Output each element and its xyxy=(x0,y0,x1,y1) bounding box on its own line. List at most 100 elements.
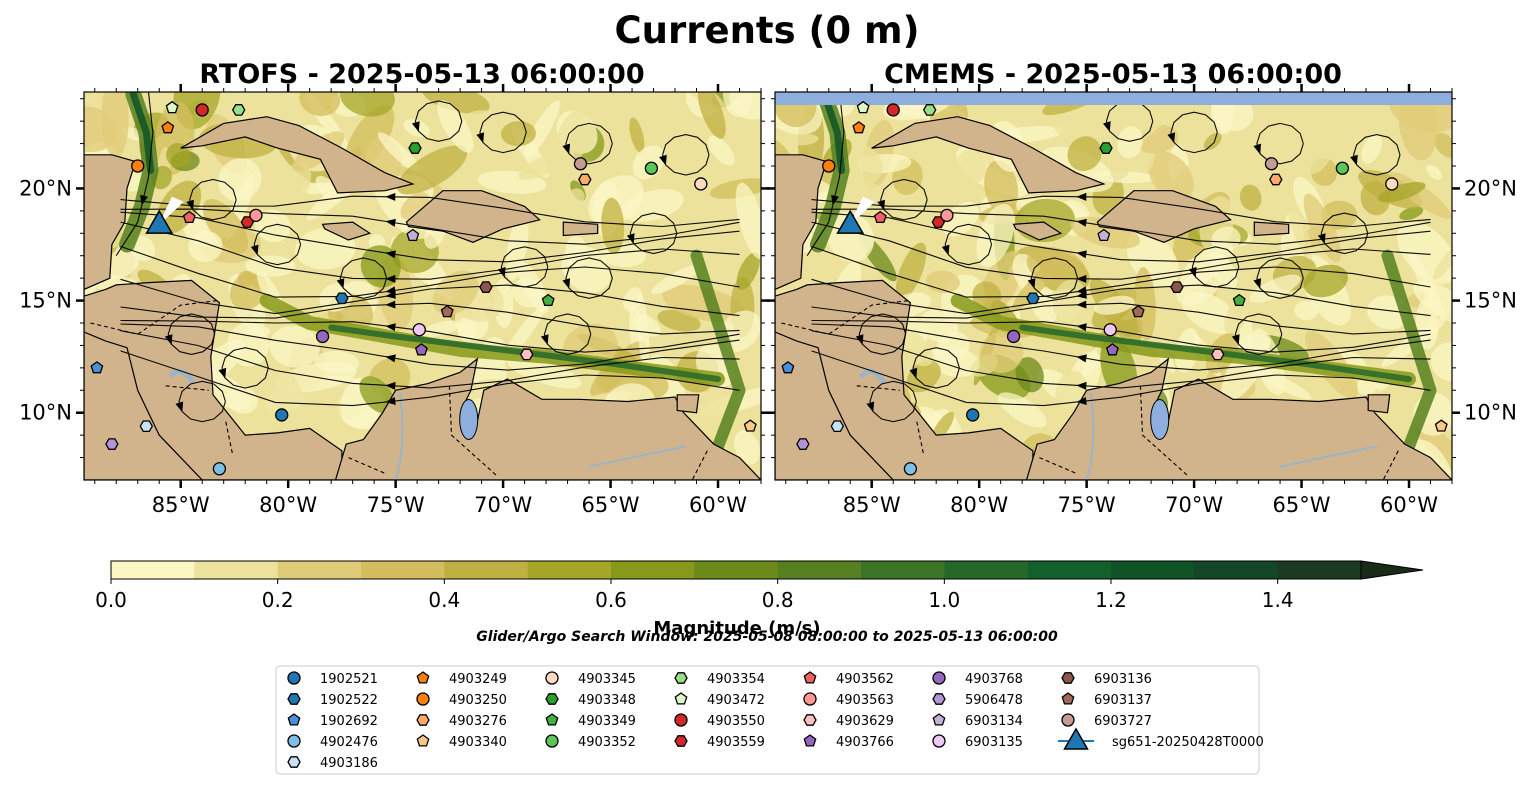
lon-tick-label: 60°W xyxy=(689,493,747,517)
streamline-arrow xyxy=(1076,323,1087,332)
legend-label: 4903186 xyxy=(320,756,378,771)
legend-item: 5906478 xyxy=(932,693,1023,708)
marker-4903349 xyxy=(541,293,555,307)
magnitude-patch xyxy=(501,121,536,147)
marker-4903276 xyxy=(578,173,592,186)
legend-item: 4903276 xyxy=(416,714,507,729)
magnitude-patch xyxy=(922,176,946,195)
colorbar-tick-label: 1.0 xyxy=(928,588,960,612)
legend-item: 1902692 xyxy=(287,713,378,729)
magnitude-patch xyxy=(188,230,223,263)
border-colombia-venezuela xyxy=(448,385,497,476)
legend-marker xyxy=(932,713,946,726)
colorbar-segment xyxy=(1277,561,1362,579)
lat-tick-label: 15°N xyxy=(1464,289,1517,313)
streamline-eddy xyxy=(479,111,527,154)
streamline-eddy xyxy=(629,212,678,255)
streamline-arrow xyxy=(140,194,148,206)
magnitude-patch xyxy=(1361,133,1383,164)
legend-item: 4903562 xyxy=(803,671,894,687)
magnitude-patch xyxy=(956,149,987,183)
legend-marker xyxy=(932,693,946,705)
colorbar-segment xyxy=(1027,561,1112,579)
legend-marker xyxy=(287,734,301,748)
legend-label: 4902476 xyxy=(320,735,378,750)
legend-marker xyxy=(932,734,946,748)
legend-label: 4903349 xyxy=(578,714,636,729)
legend-label: 6903135 xyxy=(965,735,1023,750)
magnitude-patch xyxy=(736,252,760,291)
map-panel-rtofs[interactable]: 85°W 80°W 75°W 70°W 65°W 60°W 10°N 15°N 20°N xyxy=(19,53,778,517)
magnitude-patch xyxy=(568,188,585,205)
yucatan-current-core xyxy=(129,92,155,174)
streamline xyxy=(811,302,1431,335)
legend-item: 4903472 xyxy=(674,692,765,708)
lon-tick-label: 60°W xyxy=(1380,493,1438,517)
marker-6903137 xyxy=(1131,304,1145,318)
legend-item: 4903768 xyxy=(932,671,1023,687)
streamline xyxy=(811,278,1431,317)
border-venezuela-guyana xyxy=(1382,450,1399,480)
marker-1902521 xyxy=(966,408,980,422)
streamline-eddy xyxy=(1320,212,1369,255)
magnitude-patch xyxy=(299,92,341,117)
magnitude-patch xyxy=(1251,366,1312,400)
magnitude-patch xyxy=(420,320,462,337)
streamline xyxy=(120,245,740,298)
marker-4903250 xyxy=(822,159,836,173)
streamline-arrow xyxy=(385,274,396,283)
legend-label: sg651-20250428T0000 xyxy=(1112,735,1264,750)
streamline-eddy xyxy=(1353,134,1401,176)
colorbar-tick-label: 0.2 xyxy=(262,588,294,612)
lon-tick-label: 75°W xyxy=(367,493,425,517)
magnitude-patch xyxy=(506,356,582,389)
magnitude-patch xyxy=(432,270,479,316)
marker-5906478 xyxy=(796,438,810,450)
eastern-jet xyxy=(1381,249,1437,453)
streamline-arrow xyxy=(1167,132,1176,144)
magnitude-patch xyxy=(955,381,991,412)
caribbean-current-core xyxy=(328,324,721,383)
streamline xyxy=(120,221,740,280)
land-puerto-rico xyxy=(562,221,599,237)
streamline-arrow xyxy=(909,367,918,379)
magnitude-patch xyxy=(601,197,625,254)
magnitude-patch xyxy=(295,227,356,270)
magnitude-patch xyxy=(269,325,320,368)
colorbar-segment xyxy=(777,561,862,579)
glider-track xyxy=(849,196,875,225)
marker-4903354 xyxy=(922,104,937,116)
marker-1902692 xyxy=(781,361,795,374)
magnitude-patch xyxy=(1433,245,1452,280)
legend: 1902521 1902522 1902692 4902476 4903186 49032… xyxy=(275,665,1264,775)
legend-label: 6903134 xyxy=(965,714,1023,729)
legend-label: 4903559 xyxy=(707,735,765,750)
magnitude-patch xyxy=(895,242,927,300)
legend-label: 4903354 xyxy=(707,672,765,687)
marker-6903727 xyxy=(1264,157,1279,171)
colorbar-tick-label: 0.6 xyxy=(595,588,627,612)
magnitude-patch xyxy=(1399,206,1424,221)
streamline xyxy=(811,208,1431,245)
colorbar-segment xyxy=(361,561,445,579)
magnitude-patch xyxy=(1294,301,1318,321)
magnitude-patch xyxy=(1052,279,1087,324)
magnitude-patch xyxy=(518,149,574,180)
marker-4903345 xyxy=(1385,177,1399,191)
magnitude-patch xyxy=(1404,154,1420,178)
river-magdalena xyxy=(394,392,404,480)
magnitude-patch xyxy=(217,157,262,202)
legend-label: 1902692 xyxy=(320,714,378,729)
lon-tick-label: 70°W xyxy=(1165,493,1223,517)
streamline-arrow xyxy=(164,334,173,346)
colorbar: 0.0 0.2 0.4 0.6 0.8 1.0 1.2 1.4 xyxy=(95,560,1424,612)
legend-marker xyxy=(287,756,301,768)
streamline xyxy=(811,319,1431,353)
legend-label: 6903727 xyxy=(1094,714,1152,729)
magnitude-patch xyxy=(656,168,695,189)
legend-marker xyxy=(287,693,301,705)
magnitude-patch xyxy=(339,92,395,117)
legend-item: 4903249 xyxy=(416,671,507,687)
streamline-yucatan xyxy=(115,92,154,256)
map-panel-cmems[interactable]: 85°W 80°W 75°W 70°W 65°W 60°W 10°N 15°N 20°N xyxy=(750,51,1517,521)
